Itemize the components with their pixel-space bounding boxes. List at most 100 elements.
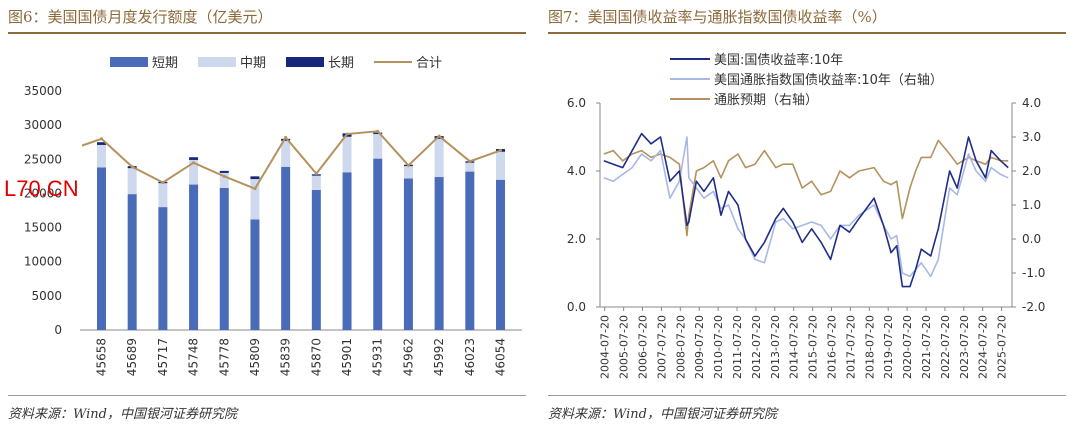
x-tick-label: 45931 [371,338,385,376]
bar-长期 [219,170,229,173]
title-rule [8,32,526,34]
legend-swatch [286,57,324,67]
x-tick-label: 2010-07-20 [712,315,725,379]
y-tick-label-right: 0.0 [1022,232,1041,246]
bar-短期 [281,166,291,330]
x-tick-label: 45870 [309,338,323,376]
line-point [406,163,410,167]
legend-swatch [198,57,236,67]
bar-中期 [96,144,106,168]
line-point [376,129,380,133]
series-line-0 [603,132,1009,288]
line-point [499,148,503,152]
bar-短期 [496,179,506,330]
x-tick-label: 45748 [187,338,201,376]
y-tick-label-left: 4.0 [567,164,586,178]
x-tick-label: 45809 [248,338,262,376]
bar-中期 [373,134,383,159]
series-line-2 [603,139,1009,237]
x-tick-label: 2008-07-20 [674,315,687,379]
x-tick-label: 2024-07-20 [977,315,990,379]
line-point [130,165,134,169]
x-tick-label: 45658 [94,338,108,376]
y-tick-label-left: 6.0 [567,96,586,110]
x-tick-label: 2025-07-20 [996,315,1009,379]
x-tick-label: 45839 [279,338,293,376]
line-point [468,159,472,163]
source-note: 资料来源：Wind，中国银河证券研究院 [8,407,237,422]
y-tick-label: 5000 [31,289,62,303]
bar-中期 [434,138,444,178]
line-point [253,187,257,191]
bar-长期 [189,157,199,160]
x-tick-label: 45778 [217,338,231,376]
y-tick-label-right: -2.0 [1022,300,1045,314]
bar-短期 [465,171,475,330]
y-tick-label-right: 3.0 [1022,130,1041,144]
x-tick-label: 2016-07-20 [826,315,839,379]
x-tick-label: 45962 [401,338,415,376]
bar-短期 [311,190,321,330]
x-tick-label: 2007-07-20 [655,315,668,379]
source-note: 资料来源：Wind，中国银河证券研究院 [548,407,777,422]
x-tick-label: 2013-07-20 [769,315,782,379]
line-point [99,137,103,141]
bar-长期 [96,142,106,145]
source-rule [548,395,1066,396]
y-tick-label: 10000 [24,255,62,269]
x-tick-label: 45717 [156,338,170,376]
legend-label: 长期 [328,56,354,71]
y-tick-label: 15000 [24,221,62,235]
chart-title: 图7：美国国债收益率与通胀指数国债收益率（%） [548,8,887,26]
bar-中期 [281,140,291,167]
legend-label: 合计 [416,56,442,71]
y-tick-label: 30000 [24,118,62,132]
watermark-overlay: L70.CN [4,176,79,201]
bar-短期 [219,187,229,330]
x-tick-label: 2019-07-20 [882,315,895,379]
x-tick-label: 45901 [340,338,354,376]
y-tick-label: 0 [54,323,62,337]
x-tick-label: 2006-07-20 [637,315,650,379]
bar-中期 [342,136,352,173]
y-tick-label-right: 2.0 [1022,164,1041,178]
y-tick-label-left: 0.0 [567,300,586,314]
x-tick-label: 46023 [463,338,477,376]
line-chart: 0.0 2.0 4.0 6.0 -2.0 -1.0 0.0 1.0 2.0 3.0 4.0 2004-… [567,52,1046,379]
left-chart-panel: 图6：美国国债月度发行额度（亿美元） 0 5000 10000 15000 20000 2… [8,8,526,422]
x-tick-label: 2015-07-20 [807,315,820,379]
line-point [192,161,196,165]
x-tick-label: 2004-07-20 [599,315,612,379]
bar-长期 [373,132,383,135]
line-point [437,134,441,138]
series-line-1 [603,136,1009,278]
x-tick-label: 46054 [494,338,508,376]
bar-中期 [403,166,413,179]
bar-短期 [373,158,383,330]
legend-label: 美国通胀指数国债收益率:10年（右轴） [714,72,943,88]
legend-label: 通胀预期（右轴） [714,93,818,108]
bar-中期 [158,183,168,208]
bar-中期 [127,168,137,195]
title-rule [548,32,1066,34]
line-point [284,135,288,139]
x-tick-label: 2022-07-20 [939,315,952,379]
line-point [345,132,349,136]
bar-中期 [311,175,321,191]
x-tick-label: 2018-07-20 [863,315,876,379]
x-tick-label: 2023-07-20 [958,315,971,379]
bar-短期 [158,207,168,330]
line-point [314,172,318,176]
legend-label: 中期 [240,56,266,71]
x-tick-label: 2009-07-20 [693,315,706,379]
bar-中期 [465,162,475,172]
source-rule [8,395,526,396]
y-tick-label-right: 4.0 [1022,96,1041,110]
x-tick-label: 2014-07-20 [788,315,801,379]
bar-短期 [342,172,352,330]
y-tick-label-left: 2.0 [567,232,586,246]
bar-chart: 0 5000 10000 15000 20000 25000 30000 35000 45658… [24,56,522,376]
bar-短期 [250,219,260,330]
bar-短期 [434,177,444,330]
y-tick-label: 20000 [24,186,62,200]
